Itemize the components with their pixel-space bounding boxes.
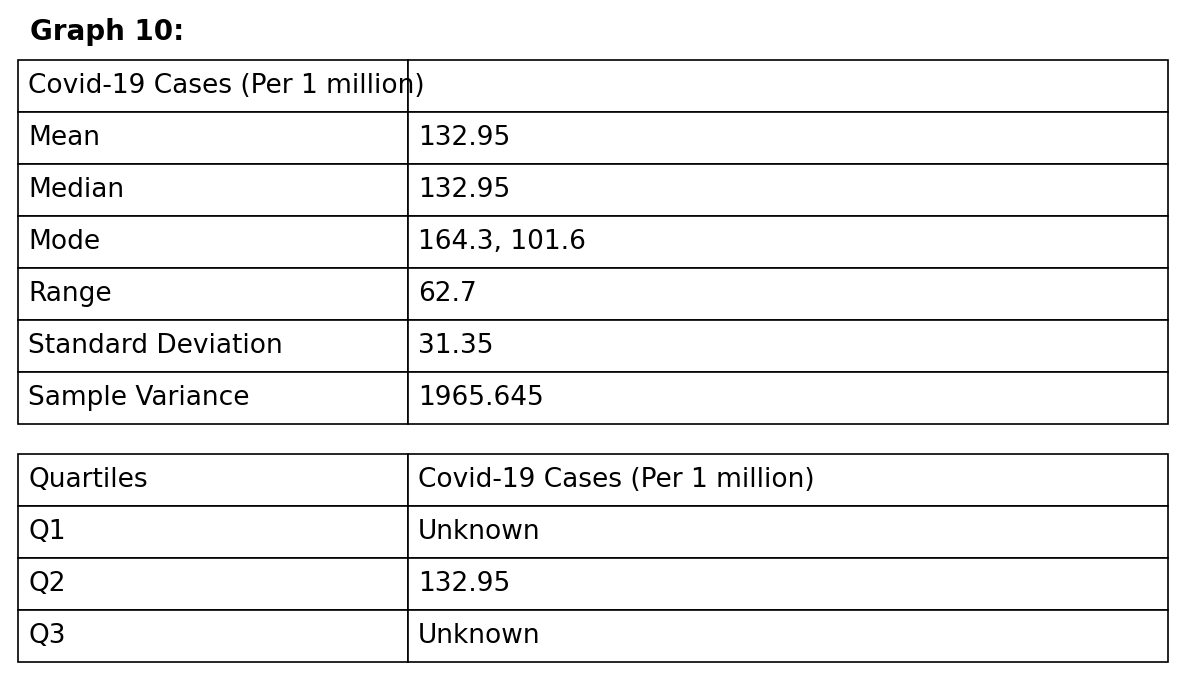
Bar <box>18 60 408 112</box>
Text: Mean: Mean <box>28 125 100 151</box>
Text: 1965.645: 1965.645 <box>418 385 544 411</box>
Text: Range: Range <box>28 281 112 307</box>
Text: Unknown: Unknown <box>418 623 541 649</box>
Bar <box>408 112 1168 164</box>
Bar <box>18 112 408 164</box>
Bar <box>18 558 408 610</box>
Text: 132.95: 132.95 <box>418 571 510 597</box>
Bar <box>18 454 408 506</box>
Bar <box>408 216 1168 268</box>
Bar <box>18 216 408 268</box>
Text: Standard Deviation: Standard Deviation <box>28 333 283 359</box>
Bar <box>408 558 1168 610</box>
Text: Mode: Mode <box>28 229 100 255</box>
Bar <box>18 164 408 216</box>
Bar <box>408 454 1168 506</box>
Text: 132.95: 132.95 <box>418 125 510 151</box>
Text: 31.35: 31.35 <box>418 333 493 359</box>
Bar <box>18 372 408 424</box>
Bar <box>408 372 1168 424</box>
Bar <box>18 268 408 320</box>
Text: Covid-19 Cases (Per 1 million): Covid-19 Cases (Per 1 million) <box>28 73 425 99</box>
Text: Graph 10:: Graph 10: <box>30 18 185 46</box>
Bar <box>408 164 1168 216</box>
Text: Covid-19 Cases (Per 1 million): Covid-19 Cases (Per 1 million) <box>418 467 815 493</box>
Bar <box>18 610 408 662</box>
Bar <box>408 268 1168 320</box>
Text: Q1: Q1 <box>28 519 66 545</box>
Text: 132.95: 132.95 <box>418 177 510 203</box>
Text: Sample Variance: Sample Variance <box>28 385 250 411</box>
Text: Q2: Q2 <box>28 571 66 597</box>
Text: 62.7: 62.7 <box>418 281 476 307</box>
Bar <box>408 610 1168 662</box>
Bar <box>18 320 408 372</box>
Bar <box>408 60 1168 112</box>
Text: Median: Median <box>28 177 124 203</box>
Text: Q3: Q3 <box>28 623 66 649</box>
Text: 164.3, 101.6: 164.3, 101.6 <box>418 229 586 255</box>
Text: Unknown: Unknown <box>418 519 541 545</box>
Text: Quartiles: Quartiles <box>28 467 148 493</box>
Bar <box>408 320 1168 372</box>
Bar <box>18 506 408 558</box>
Bar <box>408 506 1168 558</box>
